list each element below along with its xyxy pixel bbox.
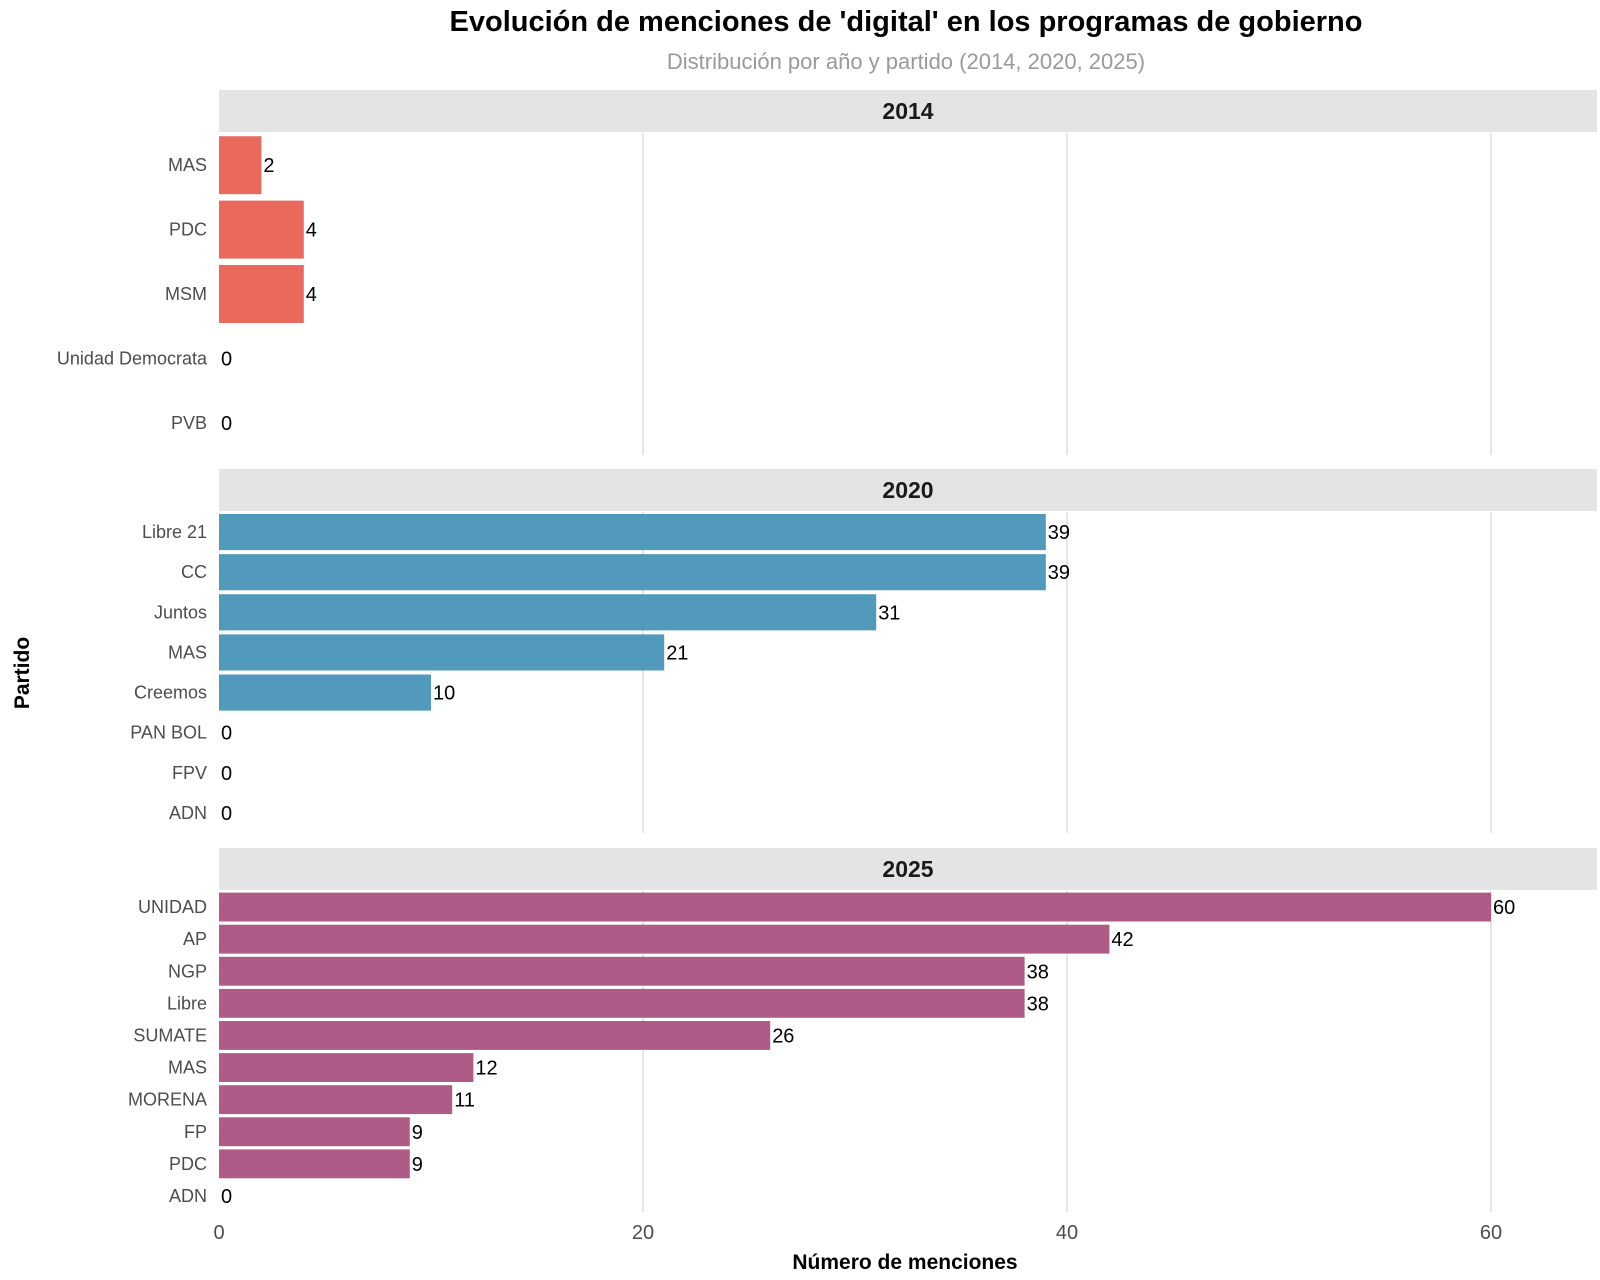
value-label: 39 bbox=[1048, 522, 1070, 544]
grid-layer bbox=[642, 133, 1492, 1212]
panel-strip bbox=[219, 848, 1597, 890]
category-label: Juntos bbox=[154, 602, 207, 622]
category-label: MORENA bbox=[128, 1090, 207, 1110]
panel-2020: 2020 Libre 21 39 CC 39 Juntos 31 MAS 21 Creemos 10… bbox=[130, 469, 1597, 825]
category-label: FP bbox=[184, 1122, 207, 1142]
category-label: UNIDAD bbox=[138, 897, 207, 917]
category-label: AP bbox=[183, 929, 207, 949]
bar bbox=[219, 514, 1046, 551]
category-label: CC bbox=[181, 562, 207, 582]
category-label: MAS bbox=[168, 642, 207, 662]
value-label: 0 bbox=[221, 763, 232, 785]
category-label: MAS bbox=[168, 1058, 207, 1078]
category-label: FPV bbox=[172, 763, 207, 783]
panel-2014: 2014 MAS 2 PDC 4 MSM 4 Unidad Democrata 0 PVB 0 bbox=[57, 90, 1597, 435]
x-axis: 0 20 40 60 bbox=[213, 1222, 1502, 1244]
bar bbox=[219, 136, 262, 195]
category-label: Libre 21 bbox=[142, 522, 207, 542]
value-label: 39 bbox=[1048, 562, 1070, 584]
bar bbox=[219, 1021, 771, 1050]
category-label: NGP bbox=[168, 961, 207, 981]
category-label: Libre bbox=[167, 993, 207, 1013]
value-label: 2 bbox=[263, 155, 274, 177]
panel-strip bbox=[219, 469, 1597, 511]
bar bbox=[219, 265, 304, 323]
bar bbox=[219, 988, 1025, 1018]
value-label: 38 bbox=[1027, 961, 1049, 983]
category-label: PVB bbox=[171, 413, 207, 433]
bar bbox=[219, 924, 1110, 954]
value-label: 42 bbox=[1111, 929, 1133, 951]
category-label: Creemos bbox=[134, 683, 207, 703]
value-label: 21 bbox=[666, 642, 688, 664]
x-tick-label: 40 bbox=[1056, 1222, 1078, 1244]
value-label: 0 bbox=[221, 1186, 232, 1208]
category-label: PAN BOL bbox=[130, 723, 207, 743]
x-tick-label: 0 bbox=[213, 1222, 224, 1244]
bar bbox=[219, 634, 665, 671]
value-label: 38 bbox=[1027, 993, 1049, 1015]
panel-2025: 2025 UNIDAD 60 AP 42 NGP 38 Libre 38 SUMATE 26 MAS 1… bbox=[128, 848, 1597, 1208]
bar bbox=[219, 674, 431, 711]
category-label: SUMATE bbox=[133, 1025, 207, 1045]
value-label: 9 bbox=[412, 1154, 423, 1176]
value-label: 4 bbox=[306, 284, 317, 306]
value-label: 12 bbox=[475, 1058, 497, 1080]
bar bbox=[219, 554, 1046, 591]
category-label: MAS bbox=[168, 155, 207, 175]
bar bbox=[219, 1053, 474, 1082]
chart-subtitle: Distribución por año y partido (2014, 20… bbox=[666, 49, 1146, 74]
bar bbox=[219, 1149, 410, 1179]
x-axis-title: Número de menciones bbox=[792, 1251, 1017, 1274]
category-label: ADN bbox=[169, 803, 207, 823]
panel-strip-label: 2020 bbox=[882, 477, 933, 503]
value-label: 0 bbox=[221, 723, 232, 745]
value-label: 31 bbox=[878, 602, 900, 624]
bar bbox=[219, 1117, 410, 1147]
category-label: PDC bbox=[169, 220, 207, 240]
value-label: 60 bbox=[1493, 897, 1515, 919]
chart-title: Evolución de menciones de 'digital' en l… bbox=[449, 6, 1363, 38]
value-label: 26 bbox=[772, 1025, 794, 1047]
value-label: 10 bbox=[433, 683, 455, 705]
bar bbox=[219, 1085, 453, 1115]
bar bbox=[219, 892, 1491, 922]
value-label: 0 bbox=[221, 348, 232, 370]
x-tick-label: 60 bbox=[1480, 1222, 1502, 1244]
panel-strip-label: 2025 bbox=[882, 856, 933, 882]
value-label: 11 bbox=[454, 1090, 475, 1112]
panel-strip bbox=[219, 90, 1597, 132]
category-label: Unidad Democrata bbox=[57, 348, 208, 368]
category-label: ADN bbox=[169, 1186, 207, 1206]
x-tick-label: 20 bbox=[632, 1222, 654, 1244]
value-label: 0 bbox=[221, 803, 232, 825]
value-label: 0 bbox=[221, 413, 232, 435]
bar bbox=[219, 594, 877, 631]
value-label: 4 bbox=[306, 220, 317, 242]
category-label: PDC bbox=[169, 1154, 207, 1174]
category-label: MSM bbox=[165, 284, 207, 304]
bar bbox=[219, 956, 1025, 986]
bar bbox=[219, 200, 304, 259]
value-label: 9 bbox=[412, 1122, 423, 1144]
y-axis-title: Partido bbox=[11, 637, 34, 709]
panel-strip-label: 2014 bbox=[882, 98, 933, 124]
